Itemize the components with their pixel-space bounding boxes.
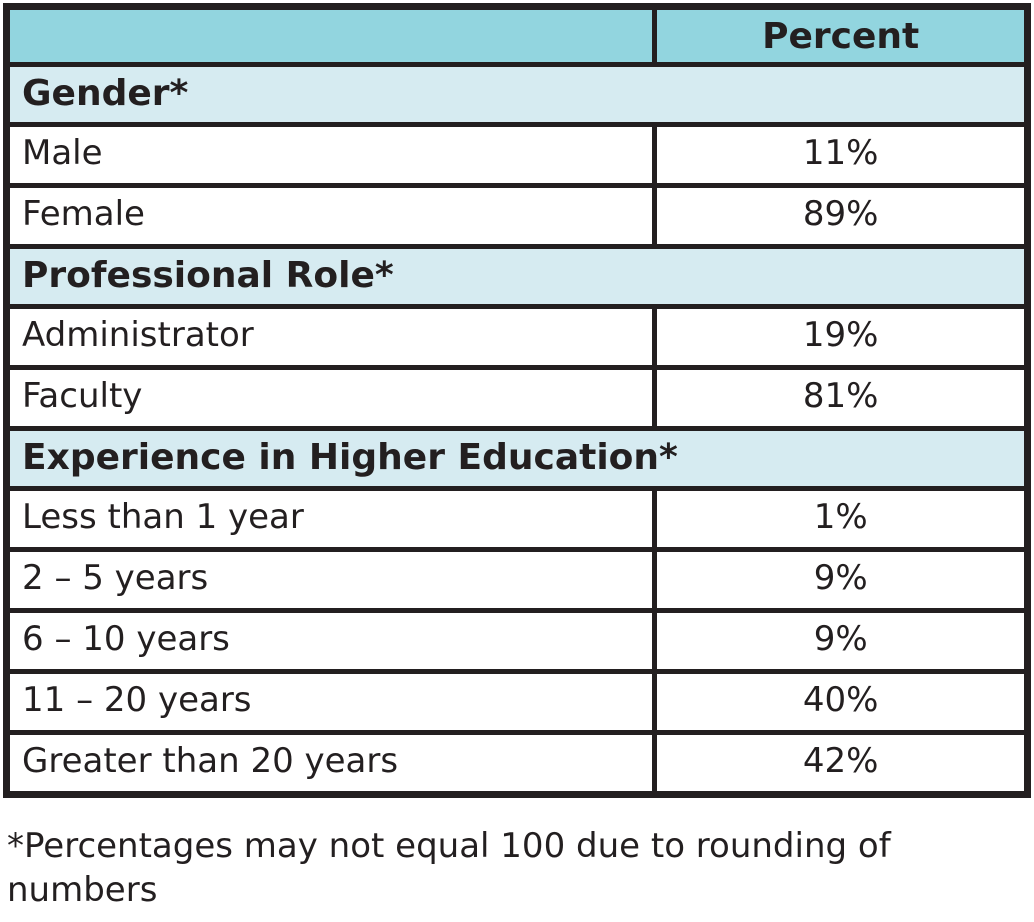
section-title: Professional Role* bbox=[4, 244, 1030, 309]
row-percent-value: 9% bbox=[652, 608, 1030, 674]
row-label: 2 – 5 years bbox=[3, 547, 658, 613]
row-label: 11 – 20 years bbox=[3, 669, 658, 735]
table-row: 6 – 10 years 9% bbox=[3, 608, 1030, 674]
row-label: Faculty bbox=[3, 365, 658, 431]
table-row: Less than 1 year 1% bbox=[3, 486, 1030, 552]
table-row: Male 11% bbox=[3, 122, 1030, 188]
row-percent-value: 19% bbox=[652, 304, 1030, 370]
table-header-row: Percent bbox=[3, 4, 1030, 67]
row-percent-value: 1% bbox=[652, 486, 1030, 552]
section-title: Gender* bbox=[4, 62, 1030, 127]
section-header-row: Gender* bbox=[4, 62, 1030, 127]
demographics-table: Percent Gender* Male 11% Female 89% Professio… bbox=[3, 3, 1031, 798]
table-row: Female 89% bbox=[3, 183, 1030, 249]
table-footnote: *Percentages may not equal 100 due to ro… bbox=[7, 826, 891, 911]
row-percent-value: 40% bbox=[652, 669, 1030, 735]
table-row: Faculty 81% bbox=[3, 365, 1030, 431]
row-label: Female bbox=[3, 183, 658, 249]
section-header-row: Professional Role* bbox=[4, 244, 1030, 309]
row-label: Administrator bbox=[3, 304, 658, 370]
row-label: Less than 1 year bbox=[3, 486, 658, 552]
row-label: Male bbox=[3, 122, 658, 188]
table-row: 2 – 5 years 9% bbox=[3, 547, 1030, 613]
row-percent-value: 9% bbox=[652, 547, 1030, 613]
row-percent-value: 81% bbox=[652, 365, 1030, 431]
table-row: Administrator 19% bbox=[3, 304, 1030, 370]
row-label: Greater than 20 years bbox=[3, 730, 658, 797]
section-header-row: Experience in Higher Education* bbox=[4, 426, 1030, 491]
header-percent-cell: Percent bbox=[652, 4, 1030, 67]
row-label: 6 – 10 years bbox=[3, 608, 658, 674]
section-title: Experience in Higher Education* bbox=[4, 426, 1030, 491]
table-row: Greater than 20 years 42% bbox=[3, 730, 1030, 797]
row-percent-value: 89% bbox=[652, 183, 1030, 249]
row-percent-value: 11% bbox=[652, 122, 1030, 188]
table-row: 11 – 20 years 40% bbox=[3, 669, 1030, 735]
row-percent-value: 42% bbox=[652, 730, 1030, 797]
header-blank-cell bbox=[3, 4, 658, 67]
